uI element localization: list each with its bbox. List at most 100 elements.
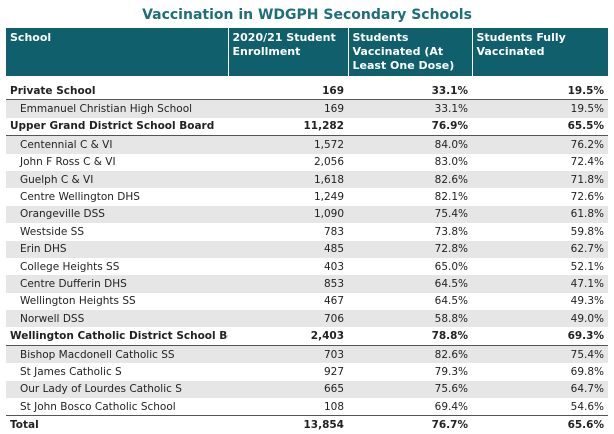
- number-cell: 927: [323, 365, 344, 378]
- name-cell: Guelph C & VI: [6, 170, 228, 189]
- name-cell: Centre Wellington DHS: [20, 191, 140, 204]
- number-cell: 69.8%: [570, 365, 604, 378]
- school-row: Centre Dufferin DHS 853 64.5% 47.1%: [6, 275, 608, 293]
- number-cell: 1,618: [228, 170, 348, 189]
- number-cell: 54.6%: [570, 400, 604, 413]
- number-cell: 2,056: [313, 156, 344, 169]
- number-cell: 19.5%: [472, 99, 608, 118]
- number-cell: 75.4%: [472, 345, 608, 364]
- name-cell: Our Lady of Lourdes Catholic S: [6, 380, 228, 399]
- number-cell: 71.8%: [472, 170, 608, 189]
- number-cell: 64.5%: [348, 275, 472, 293]
- number-cell: 11,282: [228, 117, 348, 137]
- name-cell: Erin DHS: [6, 240, 228, 258]
- name-cell: Wellington Catholic District School Boar…: [6, 327, 228, 346]
- number-cell: 65.0%: [434, 260, 468, 273]
- school-row: College Heights SS 403 65.0% 52.1%: [6, 258, 608, 275]
- name-cell: Emmanuel Christian High School: [6, 99, 228, 118]
- school-row: Norwell DSS 706 58.8% 49.0%: [6, 310, 608, 328]
- number-cell: 49.0%: [472, 310, 608, 328]
- title: Vaccination in WDGPH Secondary Schools: [142, 7, 472, 23]
- number-cell: 73.8%: [434, 225, 468, 238]
- name-cell: St James Catholic S: [20, 365, 122, 378]
- table-body: Private School 169 33.1% 19.5% Emmanuel Chri…: [6, 76, 608, 434]
- name-cell: Centennial C & VI: [6, 135, 228, 154]
- name-cell: Total: [6, 415, 228, 434]
- name-cell: Norwell DSS: [6, 310, 228, 328]
- number-cell: 65.5%: [472, 117, 608, 137]
- number-cell: 49.3%: [570, 295, 604, 308]
- header-cell: 2020/21 Student Enrollment: [227, 28, 348, 76]
- number-cell: 485: [228, 240, 348, 258]
- number-cell: 72.6%: [570, 191, 604, 204]
- number-cell: 1,572: [228, 135, 348, 154]
- number-cell: 1,090: [228, 205, 348, 224]
- school-row: Emmanuel Christian High School 169 33.1% 19…: [6, 99, 608, 118]
- number-cell: 61.8%: [472, 205, 608, 224]
- name-cell: Upper Grand District School Board: [6, 117, 228, 137]
- school-row: Centennial C & VI 1,572 84.0% 76.2%: [6, 135, 608, 154]
- name-cell: Bishop Macdonell Catholic SS: [6, 345, 228, 364]
- number-cell: 665: [228, 380, 348, 399]
- number-cell: 82.1%: [434, 191, 468, 204]
- number-cell: 79.3%: [434, 365, 468, 378]
- number-cell: 33.1%: [348, 99, 472, 118]
- table: School 2020/21 Student Enrollment Students…: [6, 28, 608, 434]
- number-cell: 169: [228, 99, 348, 118]
- name-cell: College Heights SS: [20, 260, 120, 273]
- school-row: Centre Wellington DHS 1,249 82.1% 72.6%: [6, 188, 608, 205]
- header-row: School 2020/21 Student Enrollment Students…: [6, 28, 608, 76]
- total-row: Total 13,854 76.7% 65.6%: [6, 415, 608, 434]
- number-cell: 33.1%: [348, 82, 472, 101]
- number-cell: 75.4%: [348, 205, 472, 224]
- header-cell: Students Fully Vaccinated: [471, 28, 608, 76]
- number-cell: 1,249: [313, 191, 344, 204]
- name-cell: John F Ross C & VI: [20, 156, 116, 169]
- group-row: Wellington Catholic District School Boar…: [6, 327, 608, 346]
- number-cell: 75.6%: [348, 380, 472, 399]
- school-row: St James Catholic S 927 79.3% 69.8%: [6, 363, 608, 380]
- name-cell: Wellington Heights SS: [20, 295, 136, 308]
- school-row: Westside SS 783 73.8% 59.8%: [6, 223, 608, 240]
- header-cell: Students Vaccinated (At Least One Dose): [347, 28, 472, 76]
- number-cell: 76.9%: [348, 117, 472, 137]
- number-cell: 64.5%: [434, 295, 468, 308]
- number-cell: 58.8%: [348, 310, 472, 328]
- school-row: Our Lady of Lourdes Catholic S 665 75.6% 64…: [6, 380, 608, 399]
- number-cell: 52.1%: [570, 260, 604, 273]
- number-cell: 65.6%: [472, 415, 608, 434]
- name-cell: Westside SS: [20, 225, 84, 238]
- number-cell: 82.6%: [348, 170, 472, 189]
- school-row: Bishop Macdonell Catholic SS 703 82.6% 75.4…: [6, 345, 608, 364]
- number-cell: 72.8%: [348, 240, 472, 258]
- number-cell: 47.1%: [472, 275, 608, 293]
- school-row: St John Bosco Catholic School 108 69.4% 54.…: [6, 398, 608, 416]
- number-cell: 76.2%: [472, 135, 608, 154]
- group-row: Upper Grand District School Board 11,282 7…: [6, 117, 608, 137]
- number-cell: 703: [228, 345, 348, 364]
- number-cell: 108: [323, 400, 344, 413]
- number-cell: 467: [323, 295, 344, 308]
- number-cell: 69.3%: [472, 327, 608, 346]
- number-cell: 706: [228, 310, 348, 328]
- number-cell: 62.7%: [472, 240, 608, 258]
- school-row: John F Ross C & VI 2,056 83.0% 72.4%: [6, 154, 608, 171]
- number-cell: 169: [228, 82, 348, 101]
- name-cell: Private School: [6, 82, 228, 101]
- school-row: Wellington Heights SS 467 64.5% 49.3%: [6, 293, 608, 310]
- school-row: Erin DHS 485 72.8% 62.7%: [6, 240, 608, 258]
- header-cell: School: [6, 28, 228, 76]
- school-row: Orangeville DSS 1,090 75.4% 61.8%: [6, 205, 608, 224]
- number-cell: 783: [323, 225, 344, 238]
- name-cell: Orangeville DSS: [6, 205, 228, 224]
- name-cell: St John Bosco Catholic School: [20, 400, 176, 413]
- number-cell: 83.0%: [434, 156, 468, 169]
- group-row: Private School 169 33.1% 19.5%: [6, 82, 608, 101]
- number-cell: 64.7%: [472, 380, 608, 399]
- number-cell: 2,403: [228, 327, 348, 346]
- number-cell: 82.6%: [348, 345, 472, 364]
- name-cell: Centre Dufferin DHS: [6, 275, 228, 293]
- number-cell: 403: [323, 260, 344, 273]
- number-cell: 69.4%: [434, 400, 468, 413]
